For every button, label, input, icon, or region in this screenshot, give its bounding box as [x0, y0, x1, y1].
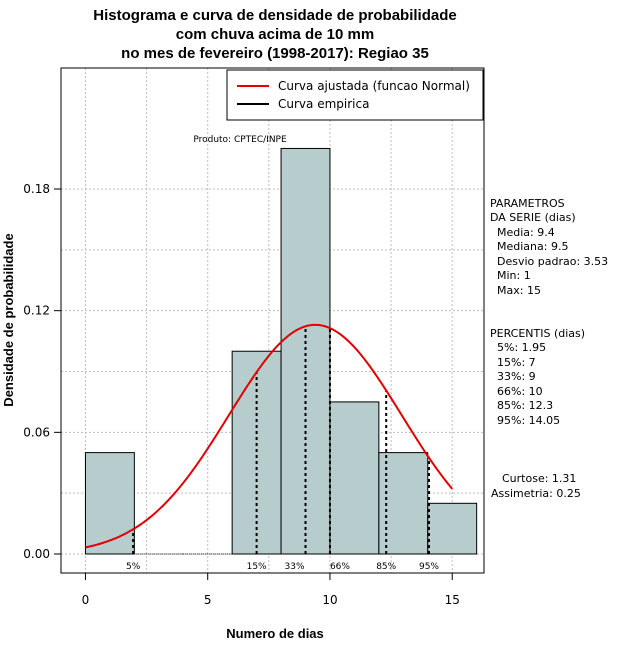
- percentile-label: 33%: [285, 562, 305, 572]
- legend: Curva ajustada (funcao Normal) Curva emp…: [226, 69, 484, 121]
- percentil-95: 95%: 14.05: [497, 414, 560, 427]
- y-tick-label: 0.18: [23, 182, 50, 196]
- histogram-bar: [427, 502, 478, 555]
- x-tick-label: 0: [82, 593, 90, 607]
- percentile-label: 66%: [330, 562, 350, 572]
- histogram-bar: [84, 452, 135, 555]
- y-tick-label: 0.00: [23, 547, 50, 561]
- percentile-label: 5%: [126, 562, 141, 572]
- histogram-bars: [84, 147, 478, 555]
- fitted-normal-curve: [85, 323, 453, 549]
- param-mediana: Mediana: 9.5: [497, 240, 568, 253]
- chart-title-line-3: no mes de fevereiro (1998-2017): Regiao …: [121, 45, 429, 62]
- legend-empirical-label: Curva empirica: [278, 97, 369, 111]
- x-tick-label: 15: [445, 593, 460, 607]
- percentile-label: 85%: [376, 562, 396, 572]
- params-title-1: PARAMETROS: [490, 197, 565, 210]
- percentil-15: 15%: 7: [497, 356, 536, 369]
- chart-title-line-2: com chuva acima de 10 mm: [176, 26, 374, 43]
- percentil-5: 5%: 1.95: [497, 341, 546, 354]
- percentil-66: 66%: 10: [497, 385, 543, 398]
- x-tick-label: 10: [322, 593, 337, 607]
- percentil-33: 33%: 9: [497, 370, 536, 383]
- param-max: Max: 15: [497, 284, 541, 297]
- legend-box: [226, 69, 484, 121]
- product-annotation: Produto: CPTEC/INPE: [193, 135, 287, 145]
- x-axis: 0 5 10 15: [82, 572, 460, 607]
- stat-curtose: Curtose: 1.31: [502, 472, 576, 485]
- y-axis-label: Densidade de probabilidade: [1, 233, 16, 406]
- stat-assimetria: Assimetria: 0.25: [491, 487, 581, 500]
- percentis-title: PERCENTIS (dias): [490, 327, 585, 340]
- chart-title-line-1: Histograma e curva de densidade de proba…: [93, 7, 456, 24]
- params-title-2: DA SERIE (dias): [490, 211, 576, 224]
- percentil-85: 85%: 12.3: [497, 399, 553, 412]
- percentile-lines: 5% 15% 33% 66% 85% 95%: [126, 326, 439, 572]
- param-min: Min: 1: [497, 269, 531, 282]
- fitted-curve-layer: [85, 323, 453, 549]
- y-tick-label: 0.06: [23, 425, 50, 439]
- param-desvio: Desvio padrao: 3.53: [497, 255, 608, 268]
- percentile-label: 15%: [247, 562, 267, 572]
- series-parameters-panel: PARAMETROS DA SERIE (dias) Media: 9.4 Me…: [490, 197, 608, 500]
- x-axis-label: Numero de dias: [226, 626, 324, 641]
- x-tick-label: 5: [204, 593, 212, 607]
- percentile-label: 95%: [419, 562, 439, 572]
- y-tick-label: 0.12: [23, 304, 50, 318]
- histogram-bar: [329, 401, 380, 555]
- y-axis: 0.00 0.06 0.12 0.18: [23, 182, 62, 561]
- legend-fitted-label: Curva ajustada (funcao Normal): [278, 79, 470, 93]
- param-media: Media: 9.4: [497, 226, 555, 239]
